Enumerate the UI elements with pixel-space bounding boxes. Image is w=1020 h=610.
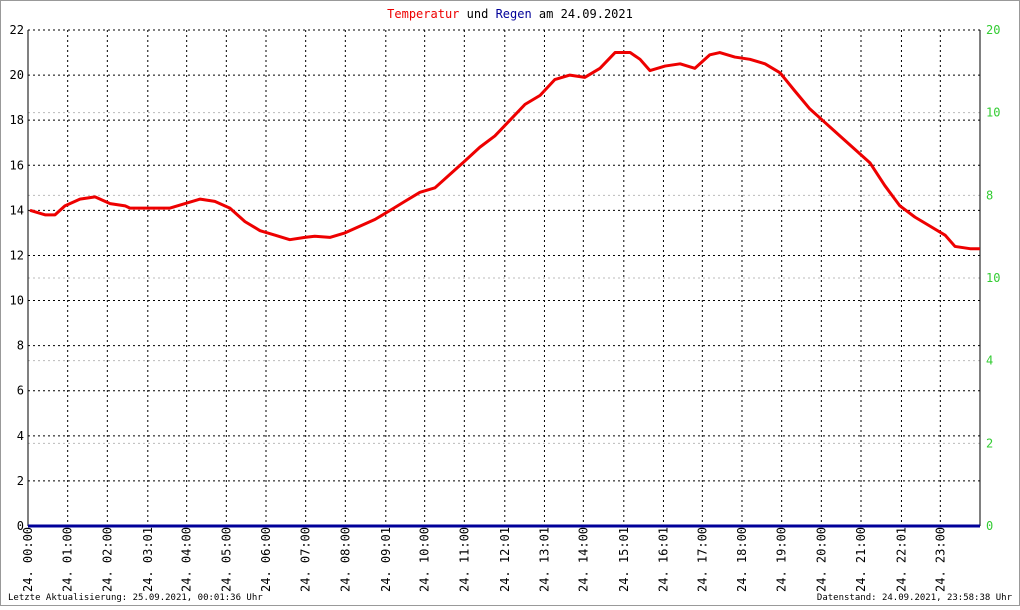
y-tick-label: 6: [17, 384, 24, 398]
y-tick-label: 22: [10, 23, 24, 37]
y2-tick-label: 2: [986, 436, 993, 450]
x-tick-label: 24. 23:00: [933, 527, 947, 592]
y-tick-label: 8: [17, 339, 24, 353]
x-tick-label: 24. 08:00: [338, 527, 352, 592]
title-suffix: am 24.09.2021: [539, 7, 633, 21]
x-tick-label: 24. 06:00: [259, 527, 273, 592]
y-tick-label: 20: [10, 68, 24, 82]
y2-tick-label: 4: [986, 354, 993, 368]
footer-left: Letzte Aktualisierung: 25.09.2021, 00:01…: [8, 593, 263, 603]
y2-tick-label: 20: [986, 23, 1000, 37]
y-tick-label: 10: [10, 294, 24, 308]
x-tick-label: 24. 15:01: [617, 527, 631, 592]
y-tick-label: 12: [10, 248, 24, 262]
y-tick-label: 14: [10, 203, 24, 217]
x-tick-label: 24. 02:00: [100, 527, 114, 592]
y-tick-label: 18: [10, 113, 24, 127]
x-tick-label: 24. 12:01: [498, 527, 512, 592]
y-tick-label: 16: [10, 158, 24, 172]
series-line: [29, 51, 980, 251]
title-series-2: Regen: [496, 7, 532, 21]
x-tick-label: 24. 05:00: [219, 527, 233, 592]
x-tick-label: 24. 17:00: [695, 527, 709, 592]
x-tick-label: 24. 11:00: [457, 527, 471, 592]
x-tick-label: 24. 03:01: [141, 527, 155, 592]
x-tick-label: 24. 07:00: [299, 527, 313, 592]
x-tick-label: 24. 16:01: [656, 527, 670, 592]
title-series-1: Temperatur: [387, 7, 459, 21]
title-connector: und: [467, 7, 489, 21]
y-tick-label: 0: [17, 519, 24, 533]
y2-tick-label: 10: [986, 271, 1000, 285]
x-tick-label: 24. 22:01: [894, 527, 908, 592]
x-tick-label: 24. 13:01: [537, 527, 551, 592]
x-tick-label: 24. 18:00: [735, 527, 749, 592]
y2-tick-label: 8: [986, 188, 993, 202]
x-tick-label: 24. 14:00: [576, 527, 590, 592]
y2-tick-label: 10: [986, 106, 1000, 120]
x-tick-label: 24. 04:00: [180, 527, 194, 592]
x-tick-label: 24. 00:00: [21, 527, 35, 592]
y-tick-label: 4: [17, 429, 24, 443]
x-tick-label: 24. 09:01: [379, 527, 393, 592]
footer-right: Datenstand: 24.09.2021, 23:58:38 Uhr: [817, 593, 1013, 603]
y-tick-label: 2: [17, 474, 24, 488]
chart-title: Temperatur und Regen am 24.09.2021: [387, 7, 633, 21]
x-tick-label: 24. 10:00: [418, 527, 432, 592]
x-tick-label: 24. 19:00: [775, 527, 789, 592]
x-tick-label: 24. 20:00: [814, 527, 828, 592]
x-tick-label: 24. 21:00: [854, 527, 868, 592]
x-tick-label: 24. 01:00: [61, 527, 75, 592]
y2-tick-label: 0: [986, 519, 993, 533]
